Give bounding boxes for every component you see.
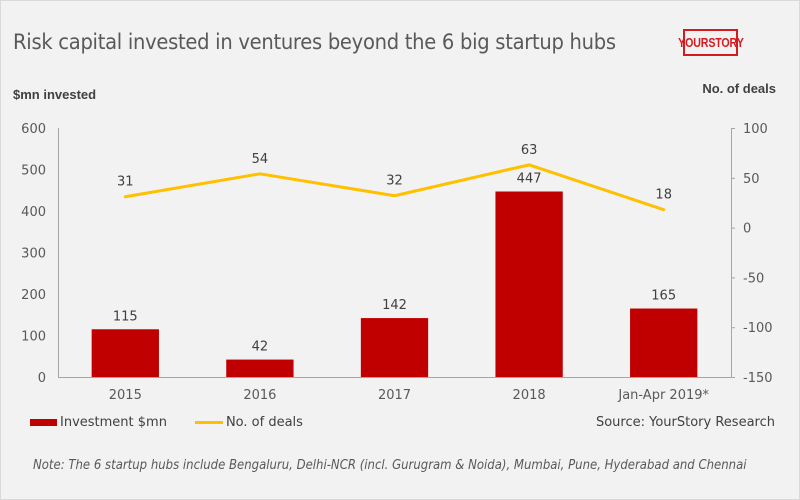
y-axis-right-tick-label: -50: [743, 271, 764, 286]
bar[interactable]: [226, 359, 294, 377]
source-text: Source: YourStory Research: [595, 415, 775, 430]
y-axis-right-tick-label: 100: [743, 122, 768, 137]
yourstory-logo: YOURSTORY: [678, 29, 743, 56]
y-axis-left-tick-label: 400: [21, 205, 46, 220]
line-value-label: 31: [117, 175, 134, 190]
legend-bar-swatch-icon: [30, 419, 57, 426]
y-axis-left-tick-label: 300: [21, 247, 46, 262]
legend: Investment $mn No. of deals: [30, 415, 331, 430]
legend-label: No. of deals: [225, 415, 303, 430]
x-axis-tick-label: 2015: [109, 388, 142, 403]
line-series: [123, 163, 666, 212]
bar-data-labels: 115 42 142 447 165: [113, 171, 676, 354]
bar-value-label: 142: [382, 298, 407, 313]
bar-value-label: 42: [252, 340, 269, 355]
legend-label: Investment $mn: [60, 415, 167, 430]
bar[interactable]: [630, 308, 698, 377]
y-axis-left-tick-label: 500: [21, 164, 46, 179]
y-axis-left-tick-label: 200: [21, 288, 46, 303]
y-axis-right-tick-label: -100: [743, 321, 773, 336]
axes: [58, 128, 732, 378]
x-axis-tick-label: 2018: [513, 388, 546, 403]
y-axis-left-tick-label: 600: [21, 122, 46, 137]
y-axis-right-title: No. of deals: [702, 81, 776, 96]
x-axis-tick-labels: 2015 2016 2017 2018 Jan-Apr 2019*: [109, 388, 710, 403]
y-axis-left-ticks: 0 100 200 300 400 500 600: [21, 122, 46, 386]
logo-text: YOURSTORY: [677, 35, 744, 50]
chart-title: Risk capital invested in ventures beyond…: [13, 30, 616, 54]
line-value-label: 63: [521, 143, 538, 158]
legend-item-investment[interactable]: Investment $mn: [30, 415, 167, 430]
bar-value-label: 447: [517, 171, 542, 186]
y-axis-right-tick-label: 0: [743, 222, 751, 237]
y-axis-left-title: $mn invested: [13, 87, 97, 102]
legend-item-deals[interactable]: No. of deals: [194, 415, 303, 430]
bar[interactable]: [495, 191, 563, 377]
x-axis-tick-label: 2016: [243, 388, 276, 403]
footnote: Note: The 6 startup hubs include Bengalu…: [33, 458, 747, 473]
bar-value-label: 165: [651, 289, 676, 304]
line-value-label: 54: [252, 152, 269, 167]
legend-line-swatch-icon: [194, 421, 223, 424]
y-axis-right-tick-label: 50: [743, 172, 760, 187]
x-axis-tick-label: Jan-Apr 2019*: [617, 388, 709, 403]
bar[interactable]: [360, 318, 429, 377]
bar-series: [91, 191, 698, 377]
x-axis-tick-label: 2017: [378, 388, 411, 403]
line-data-labels: 31 54 32 63 18: [117, 143, 672, 203]
line-value-label: 18: [655, 188, 672, 203]
y-axis-right-tick-label: -150: [743, 371, 773, 386]
y-axis-right-ticks: -150 -100 -50 0 50 100: [731, 122, 773, 386]
y-axis-left-tick-label: 100: [21, 330, 46, 345]
bar[interactable]: [91, 329, 159, 377]
line-value-label: 32: [386, 174, 403, 189]
bar-value-label: 115: [113, 309, 138, 324]
y-axis-left-tick-label: 0: [38, 371, 46, 386]
